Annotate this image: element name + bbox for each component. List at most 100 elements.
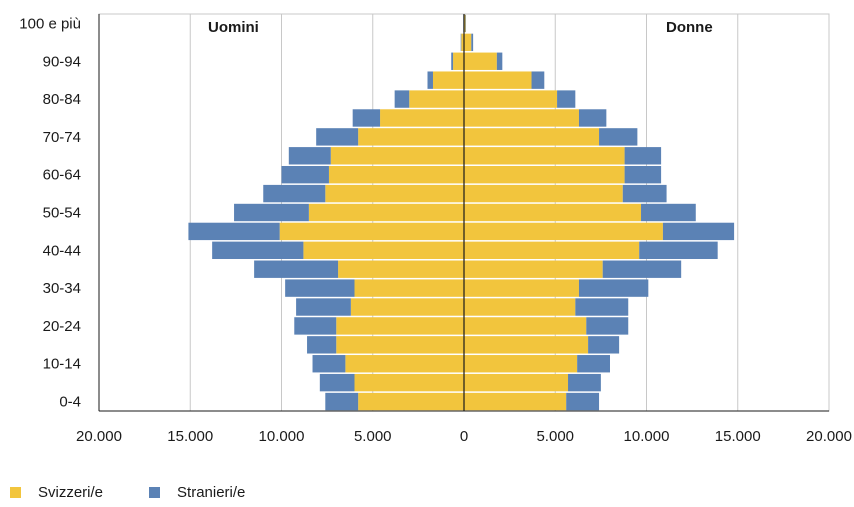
bar-stranieri-uomini-10-14 <box>312 355 346 373</box>
bar-svizzeri-uomini-30-34 <box>354 279 464 297</box>
bar-stranieri-donne-55-59 <box>622 184 667 203</box>
bar-stranieri-uomini-30-34 <box>285 279 355 297</box>
bar-stranieri-uomini-40-44 <box>212 241 304 260</box>
bar-svizzeri-uomini-55-59 <box>325 184 464 203</box>
y-tick-label-20-24: 20-24 <box>43 318 81 335</box>
bar-svizzeri-donne-10-14 <box>464 355 578 373</box>
bar-svizzeri-uomini-70-74 <box>358 128 464 146</box>
bar-svizzeri-uomini-20-24 <box>336 317 464 335</box>
bar-svizzeri-donne-15-19 <box>464 336 589 354</box>
bar-svizzeri-donne-25-29 <box>464 298 576 316</box>
legend-swatch-stranieri <box>149 487 161 498</box>
bar-svizzeri-donne-5-9 <box>464 373 569 392</box>
bar-stranieri-donne-50-54 <box>641 203 696 222</box>
men-side-label: Uomini <box>208 19 259 36</box>
bar-svizzeri-uomini-40-44 <box>303 241 464 260</box>
bar-svizzeri-donne-40-44 <box>464 241 640 260</box>
bar-stranieri-uomini-85-89 <box>427 71 433 89</box>
bar-stranieri-uomini-65-69 <box>288 147 331 165</box>
y-tick-label-90-94: 90-94 <box>43 53 81 70</box>
bar-svizzeri-uomini-90-94 <box>453 52 464 70</box>
bar-svizzeri-uomini-65-69 <box>330 147 464 165</box>
bar-stranieri-donne-70-74 <box>599 128 638 146</box>
bars <box>188 14 735 411</box>
population-pyramid-chart: 0-4 10-14 20-24 30-34 40-44 50-54 60-64 70-74 80… <box>19 13 852 445</box>
bar-svizzeri-donne-60-64 <box>464 165 625 184</box>
x-tick-label-8: 20.000 <box>806 428 852 445</box>
legend-swatch-svizzeri <box>10 487 21 498</box>
bar-stranieri-uomini-25-29 <box>296 298 351 316</box>
bar-svizzeri-donne-70-74 <box>464 128 600 146</box>
y-tick-label-40-44: 40-44 <box>43 242 81 259</box>
y-axis-labels: 0-4 10-14 20-24 30-34 40-44 50-54 60-64 70-74 80… <box>19 15 81 410</box>
bar-svizzeri-donne-75-79 <box>464 109 579 127</box>
y-tick-label-50-54: 50-54 <box>43 205 81 222</box>
bar-stranieri-uomini-15-19 <box>307 336 337 354</box>
bar-stranieri-donne-35-39 <box>602 260 682 278</box>
women-side-label: Donne <box>666 19 713 36</box>
bar-stranieri-donne-0-4 <box>566 392 600 411</box>
bar-stranieri-uomini-5-9 <box>319 373 355 392</box>
y-tick-label-10-14: 10-14 <box>43 356 81 373</box>
bar-stranieri-donne-30-34 <box>578 279 649 297</box>
bar-stranieri-uomini-55-59 <box>263 184 326 203</box>
bar-svizzeri-donne-65-69 <box>464 147 625 165</box>
bar-stranieri-donne-65-69 <box>624 147 662 165</box>
bar-svizzeri-donne-30-34 <box>464 279 579 297</box>
bar-stranieri-uomini-80-84 <box>394 90 410 108</box>
bar-stranieri-donne-5-9 <box>568 373 601 392</box>
bar-stranieri-uomini-20-24 <box>294 317 337 335</box>
bar-svizzeri-donne-80-84 <box>464 90 558 108</box>
bar-stranieri-donne-75-79 <box>578 109 607 127</box>
bar-stranieri-donne-25-29 <box>575 298 629 316</box>
bar-svizzeri-uomini-45-49 <box>279 222 464 241</box>
bar-svizzeri-uomini-10-14 <box>345 355 464 373</box>
legend-label-svizzeri: Svizzeri/e <box>38 484 104 501</box>
bar-stranieri-donne-20-24 <box>586 317 629 335</box>
bar-svizzeri-uomini-25-29 <box>350 298 464 316</box>
legend-item-stranieri: Stranieri/e <box>149 484 245 501</box>
bar-stranieri-uomini-70-74 <box>316 128 359 146</box>
bar-stranieri-uomini-95-99 <box>460 33 462 52</box>
legend-label-stranieri: Stranieri/e <box>177 484 246 501</box>
bar-stranieri-donne-60-64 <box>624 165 662 184</box>
bar-svizzeri-uomini-85-89 <box>432 71 464 89</box>
bar-svizzeri-donne-100-e-più <box>464 14 466 33</box>
bar-stranieri-uomini-45-49 <box>188 222 280 241</box>
x-tick-label-0: 20.000 <box>76 428 122 445</box>
legend-item-svizzeri: Svizzeri/e <box>10 484 103 501</box>
y-tick-label-30-34: 30-34 <box>43 280 81 297</box>
bar-stranieri-uomini-50-54 <box>234 203 309 222</box>
bar-svizzeri-donne-35-39 <box>464 260 603 278</box>
x-axis-labels: 20.000 15.000 10.000 5.000 0 5.000 10.000 15.00… <box>76 428 852 445</box>
y-tick-label-100-e-più: 100 e più <box>19 15 81 32</box>
x-tick-label-1: 15.000 <box>167 428 213 445</box>
x-tick-label-5: 5.000 <box>536 428 574 445</box>
y-tick-label-0-4: 0-4 <box>59 394 81 411</box>
x-tick-label-2: 10.000 <box>259 428 305 445</box>
bar-stranieri-donne-80-84 <box>557 90 576 108</box>
bar-stranieri-donne-85-89 <box>531 71 545 89</box>
bar-svizzeri-uomini-80-84 <box>409 90 464 108</box>
bar-stranieri-uomini-60-64 <box>281 165 329 184</box>
bar-svizzeri-donne-90-94 <box>464 52 497 70</box>
bar-stranieri-uomini-90-94 <box>451 52 454 70</box>
x-tick-label-4: 0 <box>460 428 468 445</box>
bar-svizzeri-donne-45-49 <box>464 222 663 241</box>
axes <box>98 14 829 412</box>
bar-stranieri-donne-10-14 <box>577 355 610 373</box>
bar-stranieri-uomini-75-79 <box>352 109 381 127</box>
bar-svizzeri-donne-0-4 <box>464 392 567 411</box>
bar-svizzeri-uomini-60-64 <box>328 165 464 184</box>
bar-stranieri-uomini-0-4 <box>325 392 359 411</box>
bar-svizzeri-uomini-75-79 <box>380 109 464 127</box>
bar-svizzeri-donne-50-54 <box>464 203 642 222</box>
bar-stranieri-donne-90-94 <box>496 52 503 70</box>
bar-svizzeri-uomini-5-9 <box>354 373 464 392</box>
bar-svizzeri-donne-55-59 <box>464 184 623 203</box>
y-tick-label-70-74: 70-74 <box>43 129 81 146</box>
x-tick-label-3: 5.000 <box>354 428 392 445</box>
bar-svizzeri-donne-20-24 <box>464 317 587 335</box>
bar-svizzeri-uomini-50-54 <box>308 203 464 222</box>
legend: Svizzeri/e Stranieri/e <box>10 484 291 501</box>
